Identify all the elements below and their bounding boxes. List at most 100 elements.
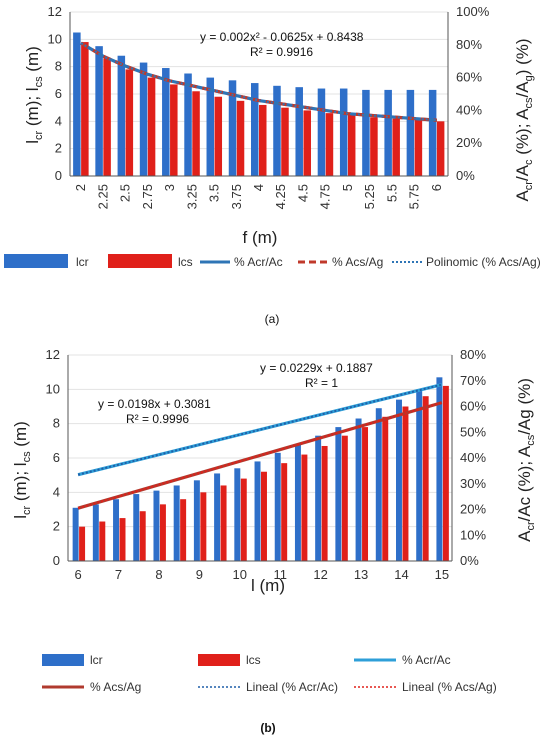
bar-a-lcs: [370, 117, 378, 176]
chart-a: 0 2 4 6 8 10 12 0% 20% 40% 60% 80% 100% 2 2.25 2.5 2.75 3…: [0, 0, 550, 345]
xtick-b: 8: [155, 567, 162, 582]
bar-b-lcs: [442, 385, 449, 561]
bar-a-lcs: [347, 114, 356, 176]
legend-a-lcr-swatch: [4, 254, 68, 268]
bar-b-lcr: [92, 504, 99, 561]
xtick-b: 10: [233, 567, 247, 582]
chart-a-equation: y = 0.002x² - 0.0625x + 0.8438: [200, 30, 364, 44]
line-a-series-2: [80, 42, 437, 122]
chart-b-axes: [67, 355, 453, 562]
ytick-right-b: 30%: [460, 476, 486, 491]
bar-b-lcr: [193, 480, 200, 561]
bar-b-lcs: [422, 396, 429, 561]
bar-a-lcs: [281, 107, 289, 176]
bar-b-lcs: [301, 454, 308, 561]
legend-b-acs-label: % Acs/Ag: [90, 680, 141, 694]
ytick-left-a: 8: [55, 59, 62, 74]
bar-b-lcr: [173, 485, 180, 561]
xtick-a: 4.25: [273, 184, 288, 209]
bar-a-lcr: [339, 88, 348, 176]
ytick-left-b: 0: [53, 553, 60, 568]
bar-a-lcr: [406, 89, 415, 176]
ytick-right-b: 10%: [460, 527, 486, 542]
bar-a-lcr: [428, 89, 437, 176]
chart-b-r-squared-1: R² = 1: [305, 376, 338, 390]
bar-b-lcs: [220, 485, 227, 561]
xtick-b: 7: [115, 567, 122, 582]
bar-b-lcr: [254, 461, 261, 561]
bar-b-lcs: [402, 406, 409, 561]
xtick-a: 4.75: [318, 184, 333, 209]
bar-a-lcr: [95, 46, 103, 176]
svg-text:lcr (m); lcs (m): lcr (m); lcs (m): [23, 46, 45, 144]
bar-b-lcr: [153, 490, 160, 561]
svg-text:Acr/Ac (%); Acs/Ag) (%): Acr/Ac (%); Acs/Ag) (%): [513, 38, 535, 201]
bar-b-lcr: [294, 444, 301, 561]
bar-b-lcs: [281, 463, 288, 561]
legend-b-lcr-swatch: [42, 654, 84, 666]
ytick-right-a: 60%: [456, 70, 482, 85]
bar-b-lcs: [180, 499, 187, 561]
xtick-a: 3.75: [229, 184, 244, 209]
bar-a-lcs: [103, 58, 111, 176]
ytick-left-b: 4: [53, 484, 60, 499]
legend-a-acr-label: % Acr/Ac: [234, 255, 283, 269]
bar-b-lcr: [214, 473, 221, 561]
bar-b-lcr: [436, 377, 443, 561]
line-b-series-2: [77, 383, 443, 476]
bar-b-lcr: [355, 418, 362, 561]
ytick-left-b: 6: [53, 450, 60, 465]
bar-a-lcs: [414, 119, 423, 176]
xtick-a: 2.5: [118, 184, 133, 202]
legend-b-lineal-acs-label: Lineal (% Acs/Ag): [402, 680, 497, 694]
ytick-left-b: 12: [46, 347, 60, 362]
bar-b-lcs: [321, 445, 328, 561]
bar-a-lcr: [139, 62, 148, 176]
ytick-right-b: 80%: [460, 347, 486, 362]
bar-a-lcr: [384, 89, 392, 176]
bar-b-lcs: [240, 478, 247, 561]
bar-a-lcs: [147, 77, 156, 176]
bar-a-lcr: [295, 87, 303, 176]
bar-b-lcs: [79, 526, 86, 561]
chart-b-lines: [77, 383, 443, 510]
bar-b-lcs: [99, 521, 106, 561]
xtick-a: 5.25: [362, 184, 377, 209]
legend-b-lineal-acr-label: Lineal (% Acr/Ac): [246, 680, 338, 694]
bar-b-lcs: [382, 416, 389, 561]
xtick-a: 3.5: [207, 184, 222, 202]
xtick-a: 5.75: [407, 184, 422, 209]
chart-a-legend: lcr lcs % Acr/Ac % Acs/Ag Polinomic (% A…: [4, 254, 541, 269]
xtick-a: 2: [73, 184, 88, 191]
xtick-a: 4.5: [295, 184, 310, 202]
xtick-a: 5: [340, 184, 355, 191]
bar-a-lcs: [214, 96, 223, 176]
xtick-b: 15: [435, 567, 449, 582]
chart-b-ylabel-right: Acr/Ac (%); Acs/Ag (%): [515, 378, 537, 542]
legend-b-lcr-label: lcr: [90, 653, 103, 667]
legend-b-acr-label: % Acr/Ac: [402, 653, 451, 667]
bar-a-lcr: [184, 73, 192, 176]
chart-a-axes: [69, 12, 449, 177]
bar-a-lcs: [392, 118, 400, 176]
ytick-right-a: 40%: [456, 102, 482, 117]
chart-a-ylabel-left: lcr (m); lcs (m): [23, 46, 45, 144]
bar-a-lcs: [170, 84, 178, 176]
ytick-left-a: 4: [55, 113, 62, 128]
chart-b-equation-2: y = 0.0198x + 0.3081: [98, 397, 211, 411]
bar-a-lcr: [162, 68, 170, 176]
bar-b-lcr: [396, 399, 402, 561]
bar-a-lcr: [362, 89, 370, 176]
bar-b-lcs: [261, 471, 267, 561]
chart-a-xlabel: f (m): [243, 228, 278, 247]
chart-b-ticks: 0 2 4 6 8 10 12 0% 10% 20% 30% 40% 50% 60% 70% 80% 6 7 8 9 1…: [46, 347, 487, 582]
xtick-a: 4: [251, 184, 266, 191]
xtick-b: 14: [394, 567, 408, 582]
xtick-b: 9: [196, 567, 203, 582]
bar-b-lcr: [335, 427, 342, 561]
chart-b-bars: [72, 377, 449, 561]
bar-a-lcr: [206, 77, 215, 176]
bar-a-lcs: [325, 113, 334, 176]
bar-b-lcs: [139, 511, 146, 561]
bar-a-lcr: [228, 80, 237, 176]
